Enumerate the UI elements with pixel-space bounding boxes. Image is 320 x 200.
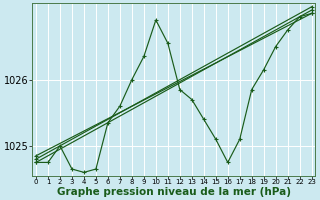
X-axis label: Graphe pression niveau de la mer (hPa): Graphe pression niveau de la mer (hPa) [57, 187, 291, 197]
